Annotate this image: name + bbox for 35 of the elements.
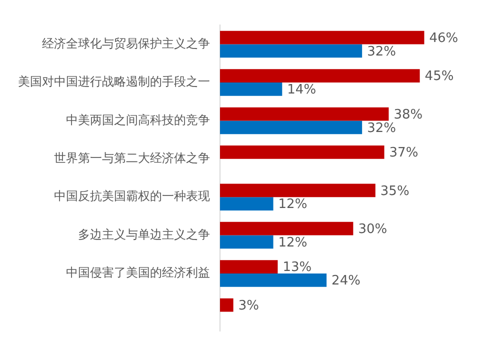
- bar: [220, 184, 376, 198]
- data-label: 46%: [429, 30, 458, 46]
- data-label: 24%: [332, 274, 360, 289]
- data-label: 35%: [380, 184, 410, 199]
- bar: [220, 69, 420, 82]
- data-label: 12%: [278, 235, 308, 250]
- data-label: 13%: [282, 260, 312, 276]
- bar: [220, 260, 278, 274]
- bar: [220, 44, 362, 58]
- bar: [220, 298, 234, 312]
- y-tick-label: 美国对中国进行战略遏制的手段之一: [18, 74, 210, 89]
- y-tick-label: 多边主义与单边主义之争: [78, 227, 210, 242]
- data-label: 37%: [389, 146, 418, 161]
- data-label: 12%: [278, 197, 308, 212]
- bar: [220, 274, 327, 287]
- data-label: 45%: [424, 69, 454, 84]
- data-label: 30%: [358, 222, 388, 237]
- bar: [220, 30, 424, 44]
- y-tick-label: 世界第一与第二大经济体之争: [54, 151, 210, 166]
- bar: [220, 107, 389, 121]
- y-tick-label: 中国反抗美国霸权的一种表现: [54, 189, 210, 204]
- y-tick-label: 中美两国之间高科技的竞争: [66, 112, 210, 127]
- bar: [220, 82, 282, 96]
- data-label: 3%: [238, 298, 259, 314]
- data-label: 32%: [367, 120, 396, 136]
- data-label: 14%: [287, 82, 316, 98]
- y-tick-label: 经济全球化与贸易保护主义之争: [42, 36, 210, 50]
- bar: [220, 146, 384, 159]
- data-label: 32%: [367, 44, 396, 60]
- bar: [220, 222, 354, 236]
- data-label: 38%: [394, 107, 423, 122]
- y-tick-label: 中国侵害了美国的经济利益: [66, 266, 210, 280]
- bar: [220, 235, 274, 249]
- bar: [220, 120, 362, 134]
- bar: [220, 197, 274, 210]
